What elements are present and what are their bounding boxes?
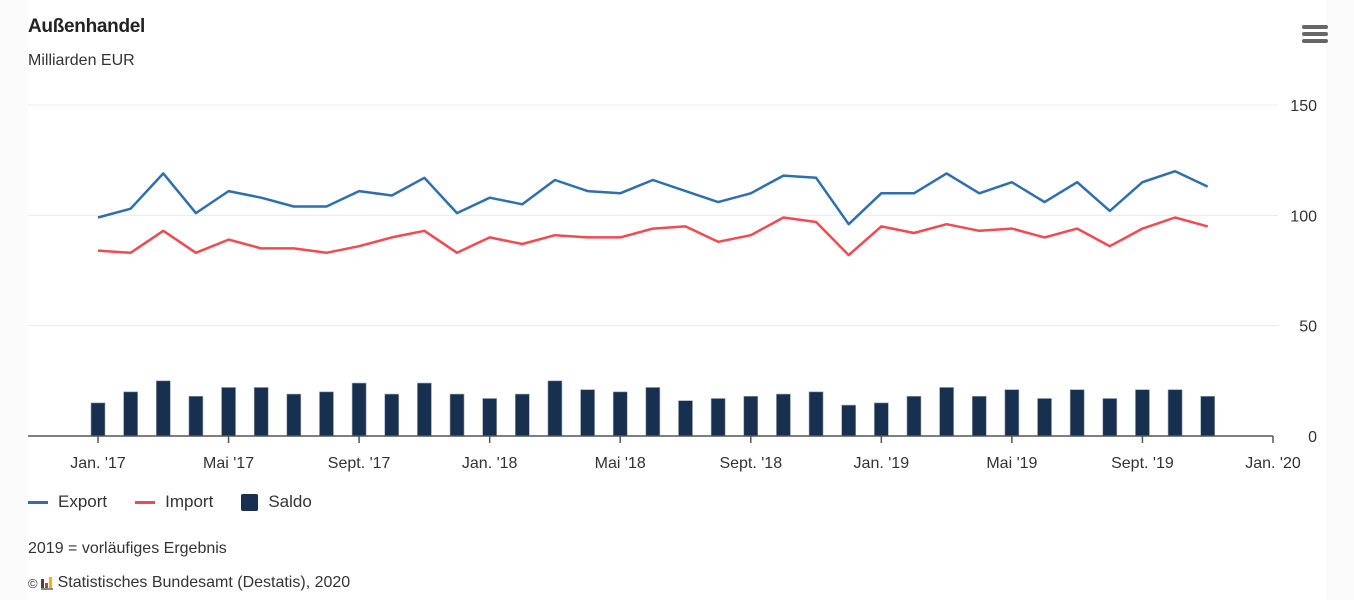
legend-label-export: Export <box>58 492 108 511</box>
saldo-bar <box>1102 398 1118 437</box>
x-axis <box>28 435 1274 443</box>
legend-label-import: Import <box>165 492 214 511</box>
saldo-bar <box>482 398 497 437</box>
y-axis-labels: 0 50 100 150 <box>1290 98 1317 446</box>
saldo-bar <box>580 389 595 437</box>
legend: Export Import Saldo <box>28 492 340 512</box>
y-tick-label: 50 <box>1299 319 1317 336</box>
saldo-bar-swatch <box>241 493 259 511</box>
saldo-bar <box>1200 395 1216 437</box>
saldo-bar <box>123 391 138 437</box>
legend-item-saldo[interactable]: Saldo <box>241 492 312 512</box>
x-tick-label: Mai '18 <box>595 455 646 472</box>
saldo-bar <box>221 387 236 437</box>
menu-bar <box>1302 39 1328 43</box>
menu-bar <box>1302 32 1328 36</box>
saldo-bar <box>710 398 726 437</box>
x-tick-label: Jan. '17 <box>70 455 126 472</box>
x-tick-label: Jan. '18 <box>462 455 518 472</box>
saldo-bar <box>384 393 400 437</box>
saldo-bar <box>1037 398 1052 437</box>
copyright-icon: © <box>28 575 38 591</box>
hamburger-menu-icon[interactable] <box>1302 25 1328 45</box>
footnote: 2019 = vorläufiges Ergebnis <box>28 540 227 557</box>
y-tick-label: 150 <box>1290 98 1317 115</box>
saldo-bar <box>155 380 171 437</box>
saldo-bar <box>906 395 922 437</box>
x-tick-label: Mai '17 <box>203 455 254 472</box>
y-tick-label: 100 <box>1290 208 1317 225</box>
saldo-bar <box>417 382 432 437</box>
saldo-bar <box>612 391 628 437</box>
saldo-bar <box>515 393 530 437</box>
saldo-bar <box>776 393 791 437</box>
export-line <box>97 169 1209 226</box>
import-line <box>97 216 1209 257</box>
saldo-bar <box>971 395 987 437</box>
destatis-logo-icon <box>40 576 53 590</box>
saldo-bar <box>1004 389 1020 437</box>
saldo-bar <box>547 380 563 437</box>
saldo-bar <box>1167 389 1183 437</box>
saldo-bar <box>743 395 759 437</box>
legend-label-saldo: Saldo <box>268 492 312 511</box>
saldo-bar <box>841 404 856 437</box>
x-tick-label: Mai '19 <box>986 455 1037 472</box>
saldo-bar <box>90 402 106 437</box>
saldo-bar <box>286 393 302 437</box>
saldo-bar <box>1135 389 1150 437</box>
legend-item-export[interactable]: Export <box>28 492 107 512</box>
chart-title: Außenhandel <box>28 16 146 37</box>
source-credit: © Statistisches Bundesamt (Destatis), 20… <box>28 574 350 592</box>
line-series <box>97 169 1209 257</box>
saldo-bar <box>1069 389 1085 437</box>
x-tick-label: Sept. '19 <box>1111 455 1174 472</box>
x-tick-label: Sept. '17 <box>328 455 391 472</box>
export-line-swatch <box>28 500 48 504</box>
saldo-bar <box>351 382 367 437</box>
saldo-bar <box>645 387 661 437</box>
saldo-bar <box>319 391 334 437</box>
x-tick-label: Jan. '19 <box>854 455 910 472</box>
x-tick-label: Sept. '18 <box>719 455 782 472</box>
saldo-bar <box>678 400 693 437</box>
source-text[interactable]: Statistisches Bundesamt (Destatis), 2020 <box>57 574 351 591</box>
saldo-bar <box>253 387 269 437</box>
saldo-bar <box>939 387 954 437</box>
legend-item-import[interactable]: Import <box>135 492 213 512</box>
grid-lines <box>28 104 1278 327</box>
import-line-swatch <box>135 500 156 504</box>
chart-subtitle: Milliarden EUR <box>28 52 135 69</box>
saldo-bar <box>449 393 465 437</box>
x-tick-label: Jan. '20 <box>1245 455 1301 472</box>
y-tick-label: 0 <box>1308 429 1317 446</box>
saldo-bars <box>90 380 1216 437</box>
saldo-bar <box>188 395 204 437</box>
x-axis-labels: Jan. '17 Mai '17 Sept. '17 Jan. '18 Mai '18 S… <box>70 455 1301 472</box>
saldo-bar <box>874 402 889 437</box>
saldo-bar <box>808 391 824 437</box>
menu-bar <box>1302 25 1328 29</box>
